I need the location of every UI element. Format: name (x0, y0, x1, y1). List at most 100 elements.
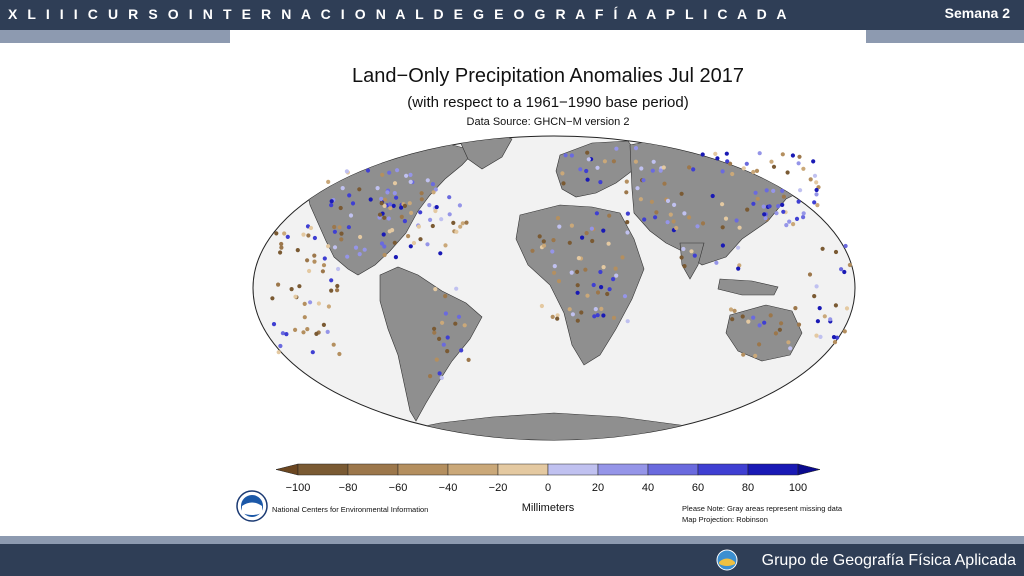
station-dot (641, 178, 646, 183)
station-dot (274, 231, 279, 236)
station-dot (753, 190, 758, 195)
station-dot (337, 351, 342, 357)
station-dot (595, 290, 601, 295)
africa (515, 204, 645, 366)
station-dot (797, 154, 802, 159)
station-dot (787, 219, 792, 224)
station-dot (552, 270, 557, 275)
station-dot (408, 179, 413, 184)
station-dot (453, 321, 458, 326)
station-dot (312, 235, 317, 241)
station-dot (314, 331, 319, 336)
legend-swatch (547, 463, 599, 476)
south-america (379, 266, 483, 422)
station-dot (602, 159, 607, 164)
station-dot (751, 169, 756, 175)
station-dot (796, 199, 801, 204)
station-dot (575, 290, 580, 295)
station-dot (377, 212, 383, 217)
station-dot (357, 252, 362, 257)
station-dot (674, 225, 679, 231)
legend-tick-label: −100 (286, 482, 311, 494)
station-dot (744, 161, 749, 166)
station-dot (808, 177, 813, 182)
station-dot (774, 211, 779, 216)
station-dot (454, 286, 459, 291)
station-dot (613, 266, 618, 271)
station-dot (736, 266, 741, 271)
station-dot (586, 157, 591, 162)
map-canvas: −100 −80 −60 −40 −20 0 20 40 60 80 100 Millimeters… (236, 135, 856, 524)
station-dot (780, 152, 785, 157)
station-dot (591, 282, 596, 288)
station-dot (776, 204, 781, 209)
station-dot (622, 294, 628, 299)
station-dot (771, 188, 776, 193)
station-dot (308, 300, 313, 305)
station-dot (284, 332, 289, 337)
station-dot (650, 168, 655, 173)
station-dot (541, 239, 546, 244)
station-dot (279, 241, 284, 247)
station-dot (624, 179, 629, 184)
station-dot (593, 307, 598, 312)
station-dot (687, 215, 692, 220)
station-dot (332, 245, 338, 250)
station-dot (730, 317, 735, 322)
missing-data-note: Please Note: Gray areas represent missin… (682, 504, 843, 513)
station-dot (757, 342, 762, 347)
station-dot (790, 153, 796, 158)
station-dot (464, 220, 469, 225)
station-dot (434, 357, 439, 362)
station-dot (814, 180, 819, 185)
station-dot (375, 186, 380, 191)
map-subtitle: (with respect to a 1961−1990 base period… (407, 94, 689, 111)
station-dot (560, 171, 565, 176)
station-dot (784, 223, 789, 228)
precipitation-map-slide: Land−Only Precipitation Anomalies Jul 20… (230, 43, 866, 536)
station-dot (332, 224, 337, 230)
station-dot (408, 244, 413, 249)
station-dot (428, 374, 433, 379)
station-dot (780, 202, 785, 207)
station-dot (700, 152, 705, 157)
station-dot (679, 191, 684, 196)
station-dot (817, 306, 822, 311)
station-dot (541, 243, 547, 248)
station-dot (575, 283, 580, 288)
station-dot (335, 283, 340, 289)
station-dot (611, 159, 616, 164)
station-dot (620, 255, 625, 260)
station-dot (459, 348, 464, 353)
legend-arrow-low (275, 463, 299, 476)
station-dot (754, 168, 760, 173)
station-dot (771, 164, 777, 169)
station-dot (457, 203, 462, 208)
station-dot (302, 315, 307, 320)
data-source: Data Source: GHCN−M version 2 (466, 116, 630, 128)
station-dot (842, 269, 847, 275)
station-dot (280, 331, 285, 336)
station-dot (419, 197, 424, 202)
station-dot (720, 225, 725, 230)
station-dot (392, 181, 398, 186)
station-dot (601, 228, 606, 233)
station-dot (339, 231, 344, 236)
station-dot (595, 313, 600, 318)
station-dot (325, 329, 330, 334)
station-dot (454, 229, 459, 234)
station-dot (779, 321, 784, 326)
station-dot (381, 232, 386, 237)
station-dot (353, 245, 359, 250)
station-dot (715, 156, 720, 161)
station-dot (293, 294, 298, 299)
station-dot (839, 267, 844, 272)
station-dot (692, 253, 697, 258)
station-dot (781, 209, 786, 214)
station-dot (757, 151, 762, 156)
legend-swatch (647, 463, 699, 476)
station-dot (368, 197, 373, 202)
legend-tick-label: 100 (789, 482, 807, 494)
station-dot (443, 243, 448, 248)
header-bar: X L I I I C U R S O I N T E R N A C I O … (0, 0, 1024, 30)
